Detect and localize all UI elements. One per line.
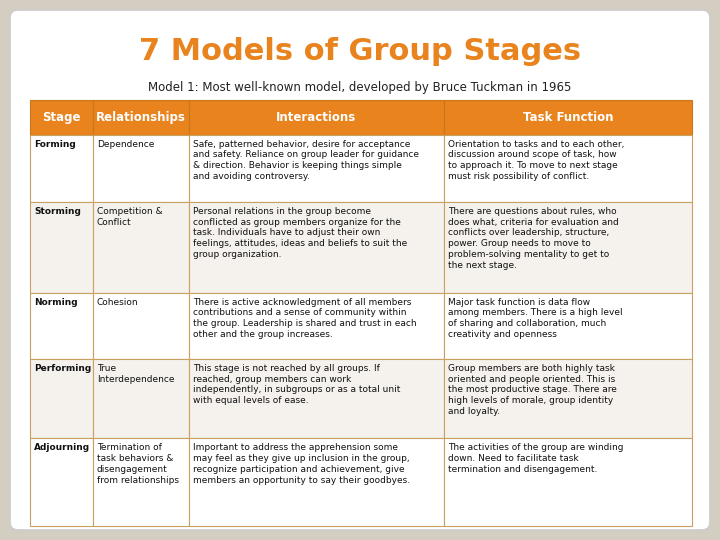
Text: Norming: Norming <box>34 298 78 307</box>
Text: Dependence: Dependence <box>97 139 154 148</box>
Bar <box>93 134 189 202</box>
FancyBboxPatch shape <box>10 10 710 530</box>
Bar <box>444 293 692 359</box>
Bar <box>30 100 93 134</box>
Text: Personal relations in the group become
conflicted as group members organize for : Personal relations in the group become c… <box>193 207 407 259</box>
Text: 7 Models of Group Stages: 7 Models of Group Stages <box>139 37 581 66</box>
Bar <box>189 202 444 293</box>
Text: Orientation to tasks and to each other,
discussion around scope of task, how
to : Orientation to tasks and to each other, … <box>448 139 624 181</box>
Text: Forming: Forming <box>34 139 76 148</box>
Bar <box>444 202 692 293</box>
Bar <box>93 202 189 293</box>
Bar <box>93 438 189 526</box>
Bar <box>30 202 93 293</box>
Text: Adjourning: Adjourning <box>34 443 90 453</box>
Bar <box>93 359 189 438</box>
Text: Cohesion: Cohesion <box>97 298 138 307</box>
Bar <box>93 100 189 134</box>
Text: Termination of
task behaviors &
disengagement
from relationships: Termination of task behaviors & disengag… <box>97 443 179 485</box>
Text: Major task function is data flow
among members. There is a high level
of sharing: Major task function is data flow among m… <box>448 298 622 339</box>
Text: The activities of the group are winding
down. Need to facilitate task
terminatio: The activities of the group are winding … <box>448 443 624 474</box>
Bar <box>30 293 93 359</box>
Text: Group members are both highly task
oriented and people oriented. This is
the mos: Group members are both highly task orien… <box>448 364 616 416</box>
Text: Safe, patterned behavior, desire for acceptance
and safety. Reliance on group le: Safe, patterned behavior, desire for acc… <box>193 139 419 181</box>
Text: There are questions about rules, who
does what, criteria for evaluation and
conf: There are questions about rules, who doe… <box>448 207 618 269</box>
Text: Storming: Storming <box>34 207 81 216</box>
Bar <box>189 359 444 438</box>
Text: This stage is not reached by all groups. If
reached, group members can work
inde: This stage is not reached by all groups.… <box>193 364 400 405</box>
Bar <box>444 438 692 526</box>
Bar <box>189 134 444 202</box>
Bar <box>30 359 93 438</box>
Bar <box>30 438 93 526</box>
Bar <box>93 293 189 359</box>
Bar <box>444 359 692 438</box>
Text: Relationships: Relationships <box>96 111 186 124</box>
Text: Model 1: Most well-known model, developed by Bruce Tuckman in 1965: Model 1: Most well-known model, develope… <box>148 82 572 94</box>
Text: True
Interdependence: True Interdependence <box>97 364 174 383</box>
Bar <box>189 100 444 134</box>
Text: Performing: Performing <box>34 364 91 373</box>
Text: Competition &
Conflict: Competition & Conflict <box>97 207 163 226</box>
Text: Interactions: Interactions <box>276 111 356 124</box>
Text: Task Function: Task Function <box>523 111 613 124</box>
Text: Important to address the apprehension some
may feel as they give up inclusion in: Important to address the apprehension so… <box>193 443 410 485</box>
Bar <box>444 134 692 202</box>
Text: Stage: Stage <box>42 111 81 124</box>
Text: There is active acknowledgment of all members
contributions and a sense of commu: There is active acknowledgment of all me… <box>193 298 416 339</box>
Bar <box>30 134 93 202</box>
Bar <box>444 100 692 134</box>
Bar <box>189 293 444 359</box>
Bar <box>189 438 444 526</box>
